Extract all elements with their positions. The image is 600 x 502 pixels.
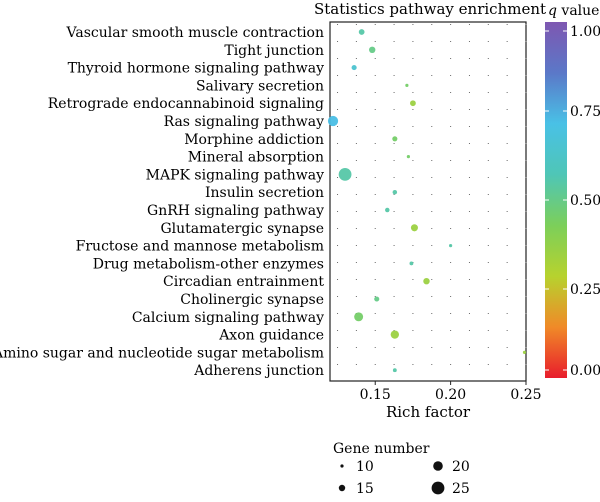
- data-point: [410, 100, 416, 107]
- category-label: Glutamatergic synapse: [161, 221, 325, 237]
- category-label: Insulin secretion: [205, 185, 324, 201]
- data-point: [449, 244, 453, 248]
- gene-legend-items: 10 15 20 25: [338, 459, 470, 497]
- chart-title: Statistics pathway enrichment: [314, 0, 546, 18]
- gene-legend-marker: [338, 484, 346, 492]
- gene-legend-marker: [431, 481, 445, 495]
- category-label: Ras signaling pathway: [164, 114, 324, 130]
- data-point: [374, 296, 380, 302]
- data-point: [410, 224, 418, 232]
- category-label: Morphine addiction: [184, 132, 324, 148]
- q-colorbar: [545, 22, 567, 378]
- category-label: Retrograde endocannabinoid signaling: [48, 96, 324, 112]
- category-label: Drug metabolism-other enzymes: [93, 256, 324, 272]
- q-tick-label: 0.50: [570, 193, 600, 209]
- data-point: [409, 261, 414, 266]
- category-label: Calcium signaling pathway: [132, 310, 324, 326]
- gene-legend-marker: [433, 461, 443, 471]
- q-tick-label: 0.00: [570, 363, 600, 379]
- q-colorbar-ticks: 0.00 0.25 0.50 0.75 1.00: [545, 24, 600, 379]
- q-legend-title-rest: value: [557, 3, 600, 19]
- category-label: Mineral absorption: [188, 150, 324, 166]
- q-legend-title-q: q: [548, 3, 557, 19]
- x-tick-label: 0.15: [360, 387, 391, 403]
- q-legend-title: q value: [548, 3, 599, 19]
- gene-number-legend: Gene number 10 15 20 25: [333, 441, 470, 497]
- data-points: [327, 29, 527, 373]
- x-axis-label: Rich factor: [386, 403, 471, 421]
- category-label: Vascular smooth muscle contraction: [66, 25, 324, 41]
- category-label: GnRH signaling pathway: [147, 203, 324, 219]
- x-axis-ticks: 0.15 0.20 0.25: [360, 381, 542, 403]
- category-label: Fructose and mannose metabolism: [76, 239, 324, 255]
- data-point: [423, 278, 430, 285]
- gene-legend-label: 25: [452, 481, 470, 497]
- data-point: [392, 136, 398, 142]
- q-tick-label: 0.25: [570, 282, 600, 298]
- category-label: Salivary secretion: [196, 78, 324, 94]
- data-point: [405, 83, 409, 87]
- plot-panel: [327, 21, 527, 382]
- category-labels: Vascular smooth muscle contraction Tight …: [0, 25, 324, 379]
- data-point: [392, 189, 398, 195]
- category-label: Adherens junction: [193, 363, 324, 379]
- data-point: [392, 368, 397, 373]
- q-tick-label: 0.75: [570, 104, 600, 120]
- data-point: [351, 65, 357, 71]
- grid: [337, 24, 527, 379]
- category-label: Tight junction: [224, 43, 324, 59]
- gene-legend-label: 15: [356, 481, 374, 497]
- plot-border: [329, 21, 527, 382]
- data-point: [358, 29, 365, 35]
- category-label: Circadian entrainment: [163, 274, 324, 290]
- data-point: [522, 350, 527, 354]
- q-value-legend: q value 0.00 0.25 0.50 0.75 1.00: [545, 3, 600, 379]
- x-tick-label: 0.25: [510, 387, 541, 403]
- x-tick-label: 0.20: [435, 387, 466, 403]
- gene-legend-label: 10: [356, 459, 374, 475]
- gene-legend-label: 20: [452, 459, 470, 475]
- gene-legend-title: Gene number: [333, 441, 430, 457]
- q-tick-label: 1.00: [570, 24, 600, 40]
- category-label: MAPK signaling pathway: [146, 167, 324, 183]
- category-label: Axon guidance: [218, 328, 324, 344]
- data-point: [369, 46, 376, 53]
- category-label: Cholinergic synapse: [180, 292, 324, 308]
- data-point: [354, 312, 364, 322]
- gene-legend-marker: [340, 464, 344, 468]
- data-point: [390, 330, 399, 339]
- data-point: [327, 115, 339, 127]
- data-point: [385, 207, 390, 213]
- data-point: [406, 155, 410, 159]
- category-label: Amino sugar and nucleotide sugar metabol…: [0, 345, 324, 361]
- category-label: Thyroid hormone signaling pathway: [68, 61, 325, 77]
- data-point: [338, 168, 352, 181]
